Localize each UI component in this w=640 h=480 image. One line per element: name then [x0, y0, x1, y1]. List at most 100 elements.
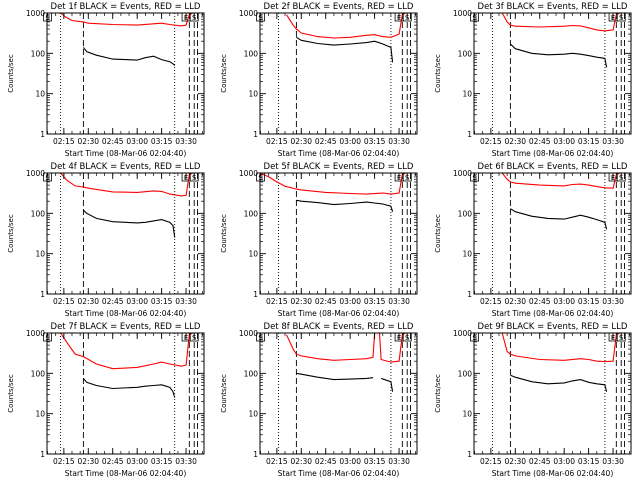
- x-tick-label: 02:45: [315, 137, 337, 146]
- marker-label: S: [192, 14, 197, 22]
- x-axis-label: Start Time (08-Mar-06 02:04:40): [492, 309, 614, 318]
- marker-label: S: [472, 174, 477, 182]
- x-tick-label: 02:45: [315, 297, 337, 306]
- x-tick-label: 03:15: [151, 137, 173, 146]
- chart-svg: Det 7f BLACK = Events, RED = LLD Counts/s…: [7, 322, 205, 478]
- marker-label: S: [45, 14, 50, 22]
- x-tick-label: 02:15: [266, 297, 288, 306]
- marker-label: S: [405, 334, 410, 342]
- y-tick-label: 10: [35, 250, 45, 259]
- x-tick-label: 03:15: [578, 457, 600, 466]
- x-tick-label: 03:15: [578, 297, 600, 306]
- x-axis-label: Start Time (08-Mar-06 02:04:40): [492, 149, 614, 158]
- chart-title: Det 1f BLACK = Events, RED = LLD: [51, 2, 201, 12]
- x-tick-label: 03:00: [553, 297, 575, 306]
- y-axis-label: Counts/sec: [7, 214, 15, 253]
- chart-title: Det 6f BLACK = Events, RED = LLD: [478, 162, 628, 172]
- chart-svg: Det 4f BLACK = Events, RED = LLD Counts/s…: [7, 162, 205, 318]
- x-tick-label: 02:15: [53, 297, 75, 306]
- y-tick-label: 1000: [453, 169, 472, 178]
- chart-panel: Det 8f BLACK = Events, RED = LLD Counts/s…: [213, 320, 426, 480]
- y-tick-label: 1: [253, 450, 258, 459]
- x-tick-label: 03:30: [175, 457, 197, 466]
- marker-label: S: [619, 174, 624, 182]
- marker-label: S: [45, 174, 50, 182]
- x-tick-label: 02:45: [315, 457, 337, 466]
- x-tick-label: 02:45: [529, 137, 551, 146]
- y-tick-label: 1: [467, 130, 472, 139]
- x-tick-label: 02:15: [480, 457, 502, 466]
- chart-title: Det 9f BLACK = Events, RED = LLD: [478, 322, 628, 332]
- y-tick-label: 10: [462, 410, 472, 419]
- chart-title: Det 2f BLACK = Events, RED = LLD: [264, 2, 414, 12]
- x-axis-label: Start Time (08-Mar-06 02:04:40): [65, 309, 187, 318]
- y-tick-label: 1000: [453, 329, 472, 338]
- plot-frame: [259, 172, 418, 295]
- marker-label: S: [192, 334, 197, 342]
- chart-panel: Det 3f BLACK = Events, RED = LLD Counts/s…: [427, 0, 640, 160]
- y-tick-label: 1: [253, 290, 258, 299]
- y-tick-label: 1: [467, 290, 472, 299]
- chart-title: Det 3f BLACK = Events, RED = LLD: [478, 2, 628, 12]
- lld-series-line: [60, 13, 193, 27]
- chart-panel: Det 9f BLACK = Events, RED = LLD Counts/s…: [427, 320, 640, 480]
- chart-panel: Det 1f BLACK = Events, RED = LLD Counts/s…: [0, 0, 213, 160]
- chart-svg: Det 8f BLACK = Events, RED = LLD Counts/s…: [220, 322, 418, 478]
- lld-series-line: [501, 333, 620, 363]
- x-axis-label: Start Time (08-Mar-06 02:04:40): [278, 149, 400, 158]
- y-tick-label: 100: [458, 49, 473, 58]
- events-series-line: [296, 199, 394, 212]
- events-series-line: [510, 374, 608, 392]
- marker-label: S: [258, 174, 263, 182]
- marker-label: S: [258, 14, 263, 22]
- x-tick-label: 03:15: [578, 137, 600, 146]
- chart-panel: Det 6f BLACK = Events, RED = LLD Counts/s…: [427, 160, 640, 320]
- x-tick-label: 02:45: [529, 297, 551, 306]
- y-tick-label: 1000: [453, 9, 472, 18]
- plot-frame: [473, 332, 632, 455]
- x-tick-label: 02:30: [290, 457, 312, 466]
- x-tick-label: 03:00: [553, 457, 575, 466]
- y-tick-label: 1: [40, 290, 45, 299]
- chart-title: Det 7f BLACK = Events, RED = LLD: [51, 322, 201, 332]
- lld-series-line: [286, 13, 406, 39]
- y-tick-label: 100: [31, 369, 46, 378]
- y-tick-label: 100: [244, 369, 259, 378]
- plot-frame: [46, 172, 205, 295]
- x-tick-label: 03:00: [126, 457, 148, 466]
- y-tick-label: 10: [462, 250, 472, 259]
- events-series-line: [82, 378, 176, 398]
- y-tick-label: 10: [248, 90, 258, 99]
- y-tick-label: 10: [35, 90, 45, 99]
- y-tick-label: 1: [467, 450, 472, 459]
- x-tick-label: 03:30: [602, 137, 624, 146]
- y-tick-label: 100: [244, 49, 259, 58]
- x-tick-label: 02:15: [480, 137, 502, 146]
- x-tick-label: 03:15: [151, 297, 173, 306]
- plot-frame: [259, 12, 418, 135]
- y-tick-label: 1000: [239, 9, 258, 18]
- y-tick-label: 1000: [239, 169, 258, 178]
- x-tick-label: 03:30: [602, 457, 624, 466]
- x-tick-label: 03:00: [339, 137, 361, 146]
- events-series-line: [510, 43, 608, 68]
- x-tick-label: 02:45: [529, 457, 551, 466]
- chart-panel: Det 4f BLACK = Events, RED = LLD Counts/s…: [0, 160, 213, 320]
- x-axis-label: Start Time (08-Mar-06 02:04:40): [65, 149, 187, 158]
- marker-label: S: [405, 174, 410, 182]
- y-tick-label: 10: [35, 410, 45, 419]
- x-tick-label: 02:30: [77, 297, 99, 306]
- y-tick-label: 1000: [239, 329, 258, 338]
- x-tick-label: 03:30: [388, 137, 410, 146]
- y-tick-label: 1000: [26, 169, 45, 178]
- y-tick-label: 100: [458, 209, 473, 218]
- x-tick-label: 03:30: [602, 297, 624, 306]
- x-tick-label: 03:15: [364, 297, 386, 306]
- y-tick-label: 1: [40, 450, 45, 459]
- lld-series-line: [501, 173, 620, 189]
- lld-series-line: [60, 333, 193, 370]
- chart-svg: Det 9f BLACK = Events, RED = LLD Counts/s…: [434, 322, 632, 478]
- chart-panel: Det 7f BLACK = Events, RED = LLD Counts/s…: [0, 320, 213, 480]
- y-tick-label: 100: [31, 49, 46, 58]
- chart-svg: Det 1f BLACK = Events, RED = LLD Counts/s…: [7, 2, 205, 158]
